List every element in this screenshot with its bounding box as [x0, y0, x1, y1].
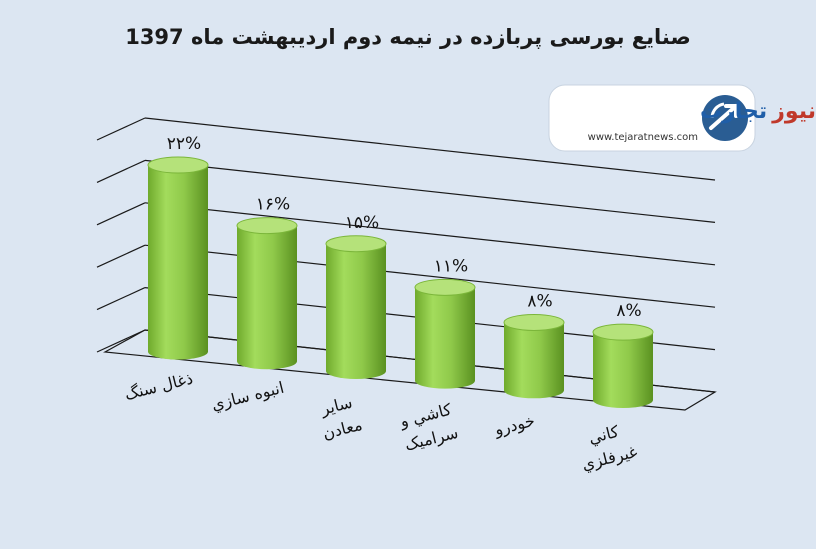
value-label: ۱۱%: [434, 256, 468, 276]
bar-top: [147, 156, 209, 174]
grid-side-line: [96, 159, 146, 183]
category-label: سايرمعادن: [315, 392, 364, 443]
category-label-line: معادن: [321, 415, 364, 443]
value-label: ۲۲%: [167, 134, 201, 154]
bar-top: [414, 278, 476, 296]
category-label-line: خودرو: [492, 411, 537, 441]
category-label: خودرو: [492, 411, 537, 441]
labels-layer: ۲۲% ۱۶% ۱۵% ۱۱% ۸% ۸%: [167, 134, 642, 321]
category-label-line: غيرفلزي: [580, 442, 639, 475]
logo-name-a: تجارت: [700, 99, 767, 124]
grid-line: [144, 117, 716, 181]
grid-line: [144, 159, 716, 223]
category-label: كاشي وسراميک: [397, 399, 460, 455]
logo: نیوز تجارت www.tejaratnews.com: [548, 84, 816, 152]
bar-body: [148, 165, 208, 360]
grid-side-line: [96, 244, 146, 268]
logo-url: www.tejaratnews.com: [588, 132, 698, 143]
grid-side-line: [96, 329, 146, 353]
category-label-line: ذغال سنگ: [123, 369, 195, 404]
value-label: ۱۶%: [256, 195, 290, 215]
category-label-line: انبوه سازي: [209, 378, 286, 415]
category-label-line: كاني: [587, 422, 622, 449]
chart-title: صنایع بورسی پربازده در نیمه دوم اردیبهشت…: [125, 25, 691, 49]
bar-top: [325, 235, 387, 253]
bar-4: [503, 313, 565, 399]
bar-0: [147, 156, 209, 360]
bar-body: [504, 322, 564, 399]
bar-body: [415, 287, 475, 389]
bars-layer: [147, 156, 654, 408]
grid-side-line: [96, 117, 146, 141]
tejarat-logo-icon: [702, 95, 748, 141]
bar-2: [325, 235, 387, 379]
bar-1: [236, 217, 298, 370]
grid-side-line: [96, 287, 146, 311]
bar-top: [503, 313, 565, 331]
bar-body: [326, 243, 386, 379]
grid-line: [144, 202, 716, 266]
value-label: ۸%: [527, 291, 552, 311]
logo-name: نیوز تجارت: [700, 99, 816, 124]
logo-name-b: نیوز: [771, 99, 816, 124]
category-label-line: ساير: [318, 393, 354, 420]
bar-body: [237, 225, 297, 370]
bar-top: [592, 323, 654, 341]
floor-plane: [103, 329, 717, 411]
bar-top: [236, 217, 298, 235]
category-label: كانيغيرفلزي: [574, 419, 639, 475]
category-label: ذغال سنگ: [123, 369, 195, 404]
value-label: ۱۵%: [345, 213, 379, 233]
category-label: انبوه سازي: [209, 378, 286, 415]
bar-body: [593, 332, 653, 408]
grid-side-line: [96, 202, 146, 226]
bar-5: [592, 323, 654, 408]
bar-3: [414, 278, 476, 389]
logo-badge: [548, 84, 756, 152]
value-label: ۸%: [616, 301, 641, 321]
